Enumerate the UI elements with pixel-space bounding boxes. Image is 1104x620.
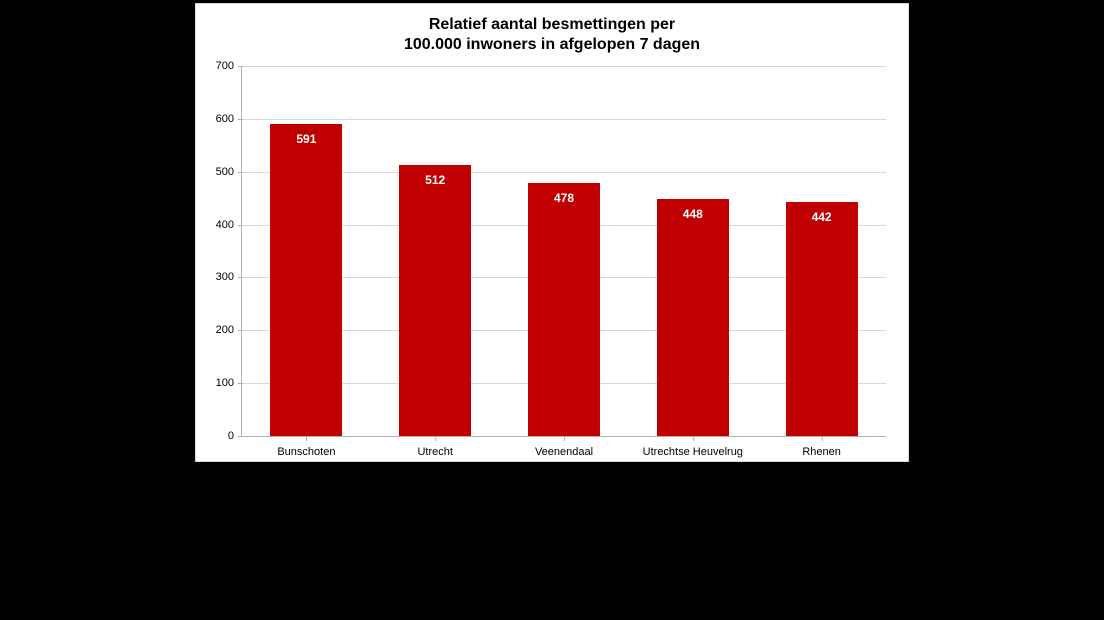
gridline <box>242 119 886 120</box>
chart-title: Relatief aantal besmettingen per 100.000… <box>196 15 908 55</box>
y-tick-label: 0 <box>228 430 242 442</box>
chart-title-line2: 100.000 inwoners in afgelopen 7 dagen <box>196 35 908 55</box>
x-tick-label: Veenendaal <box>535 436 593 458</box>
bar: 478 <box>528 183 600 436</box>
bar-value-label: 512 <box>399 173 471 187</box>
chart-title-line1: Relatief aantal besmettingen per <box>196 15 908 35</box>
y-tick-label: 700 <box>216 60 242 72</box>
y-tick-label: 100 <box>216 377 242 389</box>
x-tick-label: Bunschoten <box>277 436 335 458</box>
chart-card: Relatief aantal besmettingen per 100.000… <box>195 3 909 462</box>
y-tick-label: 200 <box>216 324 242 336</box>
x-tick-label: Rhenen <box>802 436 841 458</box>
bar-value-label: 448 <box>657 207 729 221</box>
y-tick-label: 400 <box>216 219 242 231</box>
y-tick-label: 300 <box>216 271 242 283</box>
x-tick-label: Utrechtse Heuvelrug <box>643 436 743 458</box>
bar: 448 <box>657 199 729 436</box>
y-tick-label: 500 <box>216 166 242 178</box>
bar-value-label: 478 <box>528 191 600 205</box>
bar-value-label: 442 <box>786 210 858 224</box>
gridline <box>242 66 886 67</box>
bar: 512 <box>399 165 471 436</box>
bar: 442 <box>786 202 858 436</box>
y-tick-label: 600 <box>216 113 242 125</box>
x-tick-label: Utrecht <box>417 436 452 458</box>
bar-value-label: 591 <box>270 132 342 146</box>
bar: 591 <box>270 124 342 436</box>
plot-area: 0100200300400500600700591Bunschoten512Ut… <box>242 66 886 436</box>
